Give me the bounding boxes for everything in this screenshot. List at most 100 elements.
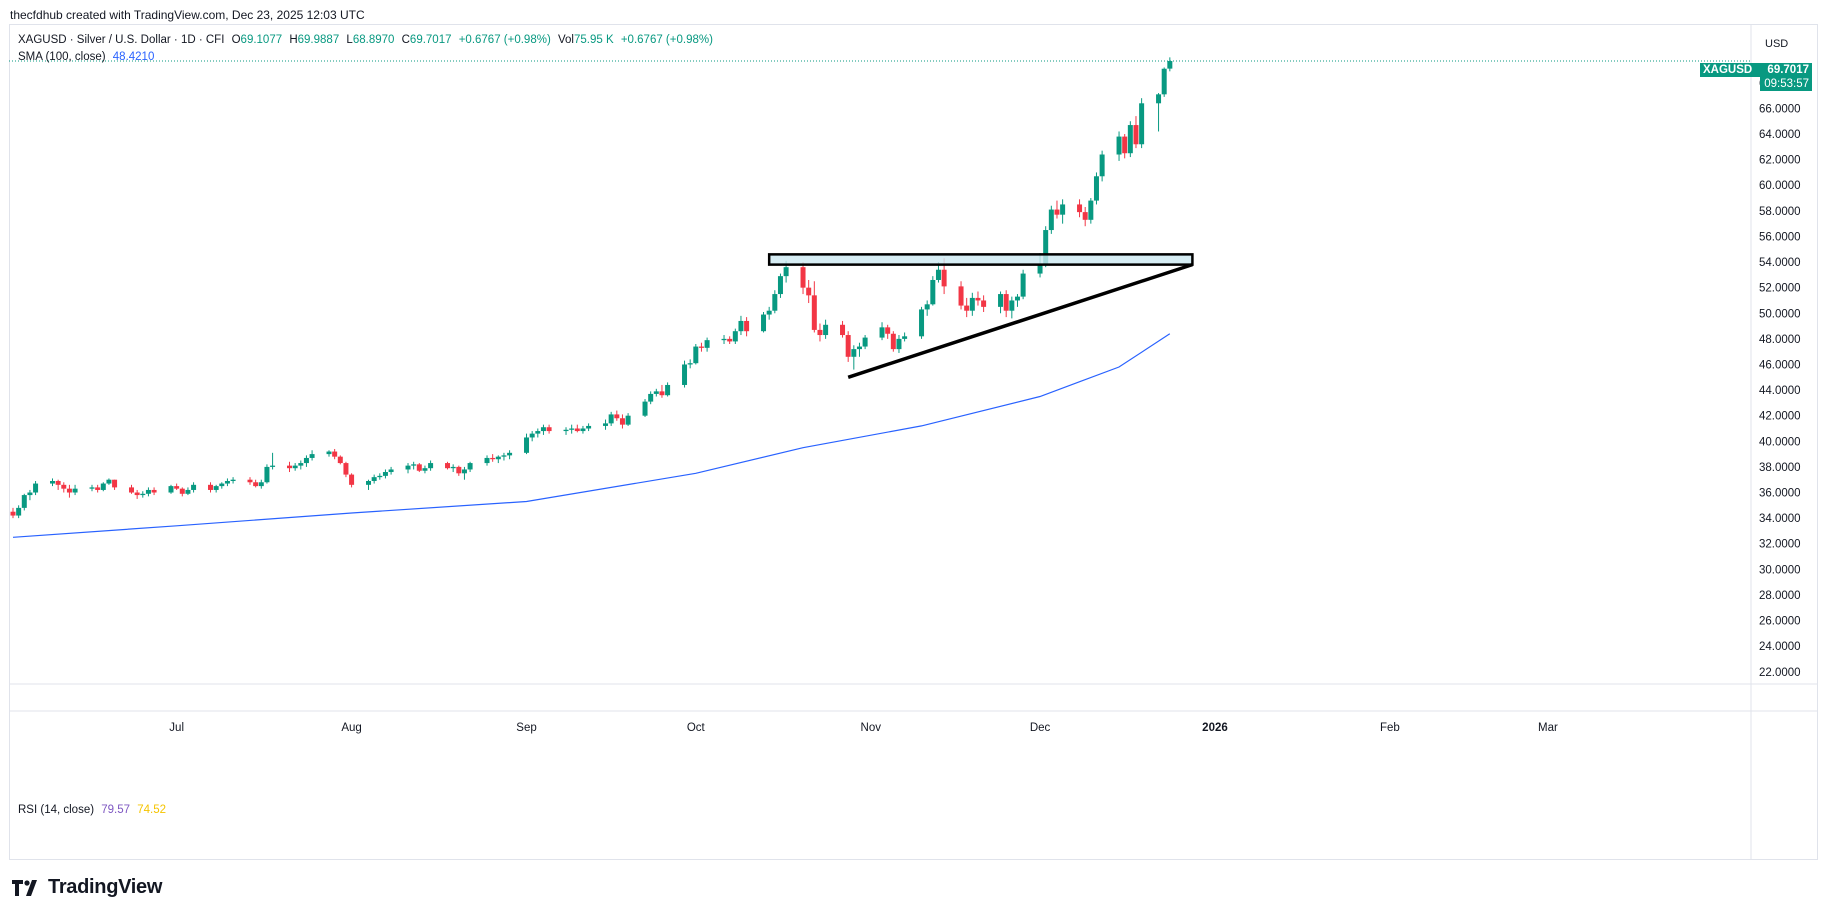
candle-body: [507, 452, 513, 456]
candle-body: [1048, 209, 1054, 231]
candle: [33, 480, 39, 496]
candle: [145, 487, 151, 497]
candle-body: [16, 507, 22, 516]
candle-body: [625, 415, 631, 425]
candle-body: [191, 484, 197, 490]
time-axis[interactable]: Jul Aug Sep Oct Nov Dec 2026 Feb Mar: [169, 722, 1558, 734]
candle-body: [721, 338, 727, 341]
open-label: O: [231, 34, 241, 46]
candle-body: [50, 480, 56, 484]
candle: [456, 465, 462, 476]
candle-body: [145, 489, 151, 494]
candle: [1099, 150, 1105, 182]
rising-trendline[interactable]: [847, 262, 1193, 379]
candle: [704, 337, 710, 352]
chart-frame: [9, 24, 1818, 860]
candle-body: [783, 267, 789, 277]
candle: [270, 452, 276, 470]
candle-body: [766, 310, 772, 315]
high-label: H: [289, 34, 298, 46]
candle: [179, 487, 185, 497]
sma-legend[interactable]: SMA (100, close) 48.4210: [18, 51, 158, 63]
candle: [445, 461, 451, 470]
rsi-legend[interactable]: RSI (14, close) 79.57 74.52: [18, 804, 170, 816]
candle: [665, 382, 671, 397]
candle-body: [1099, 154, 1105, 177]
candle: [766, 306, 772, 320]
candle-body: [879, 327, 885, 338]
candle: [461, 466, 467, 480]
candle: [140, 491, 146, 498]
candle-body: [332, 451, 338, 457]
last-price-symbol: XAGUSD: [1703, 64, 1753, 76]
candle: [428, 460, 434, 471]
candle-body: [823, 324, 829, 336]
candle-body: [292, 465, 298, 469]
currency-label[interactable]: USD: [1765, 38, 1789, 50]
candle: [777, 273, 783, 298]
candle-body: [845, 335, 851, 357]
candle: [292, 463, 298, 471]
candle-body: [422, 468, 428, 471]
candle-body: [230, 479, 236, 481]
candle-body: [501, 455, 507, 457]
candle-body: [495, 456, 501, 460]
candle-body: [179, 488, 185, 494]
candle-body: [800, 267, 806, 288]
candle: [326, 450, 332, 457]
candle-body: [456, 466, 462, 474]
candle: [1133, 116, 1139, 149]
price-tick-label: 48.0000: [1759, 334, 1801, 346]
resistance-zone-box[interactable]: [767, 253, 1194, 266]
vol-value: 75.95 K: [573, 34, 614, 46]
candle-body: [529, 433, 535, 438]
candle: [744, 317, 750, 337]
candle-body: [569, 428, 575, 430]
high-value: 69.9887: [297, 34, 340, 46]
candle: [21, 493, 27, 511]
candle: [1003, 290, 1009, 318]
candle: [958, 281, 964, 310]
candle-body: [964, 305, 970, 311]
candle-body: [935, 269, 941, 280]
candle: [337, 455, 343, 465]
price-tick-label: 64.0000: [1759, 129, 1801, 141]
time-tick-label: Jul: [169, 722, 184, 734]
symbol-legend: XAGUSD · Silver / U.S. Dollar · 1D · CFI…: [18, 34, 717, 46]
price-tick-label: 30.0000: [1759, 564, 1801, 576]
candle-body: [134, 492, 140, 496]
candle-body: [704, 340, 710, 348]
candle: [168, 484, 174, 494]
candle: [851, 345, 857, 370]
candle-body: [687, 363, 693, 365]
close-label: C: [401, 34, 410, 46]
candle: [608, 411, 614, 426]
candle-body: [1077, 204, 1083, 213]
candle-body: [930, 279, 936, 305]
candle: [524, 433, 530, 455]
price-tick-label: 26.0000: [1759, 616, 1801, 628]
candle: [603, 419, 609, 430]
price-tick-label: 66.0000: [1759, 103, 1801, 115]
candle-body: [1020, 273, 1026, 297]
candle-body: [619, 418, 625, 425]
candle-body: [1014, 296, 1020, 301]
candle: [382, 469, 388, 479]
symbol-description[interactable]: XAGUSD · Silver / U.S. Dollar · 1D · CFI: [18, 34, 225, 46]
tradingview-logo[interactable]: TradingView: [12, 876, 162, 899]
candle: [1077, 199, 1083, 218]
candle-body: [540, 427, 546, 432]
candle-body: [337, 456, 343, 464]
candle: [343, 461, 349, 478]
price-chart[interactable]: 22.0000 24.0000 26.0000 28.0000 30.0000 32.00…: [9, 24, 1818, 860]
candle: [253, 479, 259, 488]
candle-body: [1156, 94, 1162, 104]
time-tick-label: 2026: [1202, 722, 1228, 734]
candle-body: [924, 304, 930, 310]
candles-layer: [10, 57, 1173, 519]
candle-body: [298, 463, 304, 466]
candle: [574, 424, 580, 433]
price-axis[interactable]: 22.0000 24.0000 26.0000 28.0000 30.0000 32.00…: [9, 60, 1801, 679]
candle-body: [247, 479, 253, 483]
logo-text: TradingView: [48, 876, 163, 898]
